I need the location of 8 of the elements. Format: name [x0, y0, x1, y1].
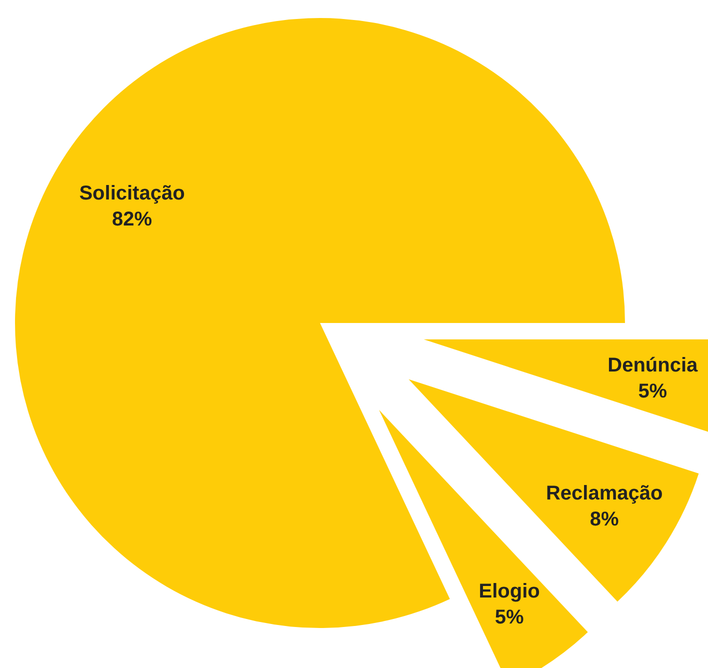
slice-label: Reclamação: [546, 482, 663, 504]
slice-label: Elogio: [478, 580, 540, 603]
data-label: 5%: [494, 606, 524, 629]
data-label: 82%: [112, 208, 152, 231]
slice-label: Denúncia: [608, 354, 699, 377]
slice-label: Solicitação: [79, 182, 185, 205]
data-label: 8%: [590, 508, 620, 530]
data-label: 5%: [638, 380, 668, 403]
